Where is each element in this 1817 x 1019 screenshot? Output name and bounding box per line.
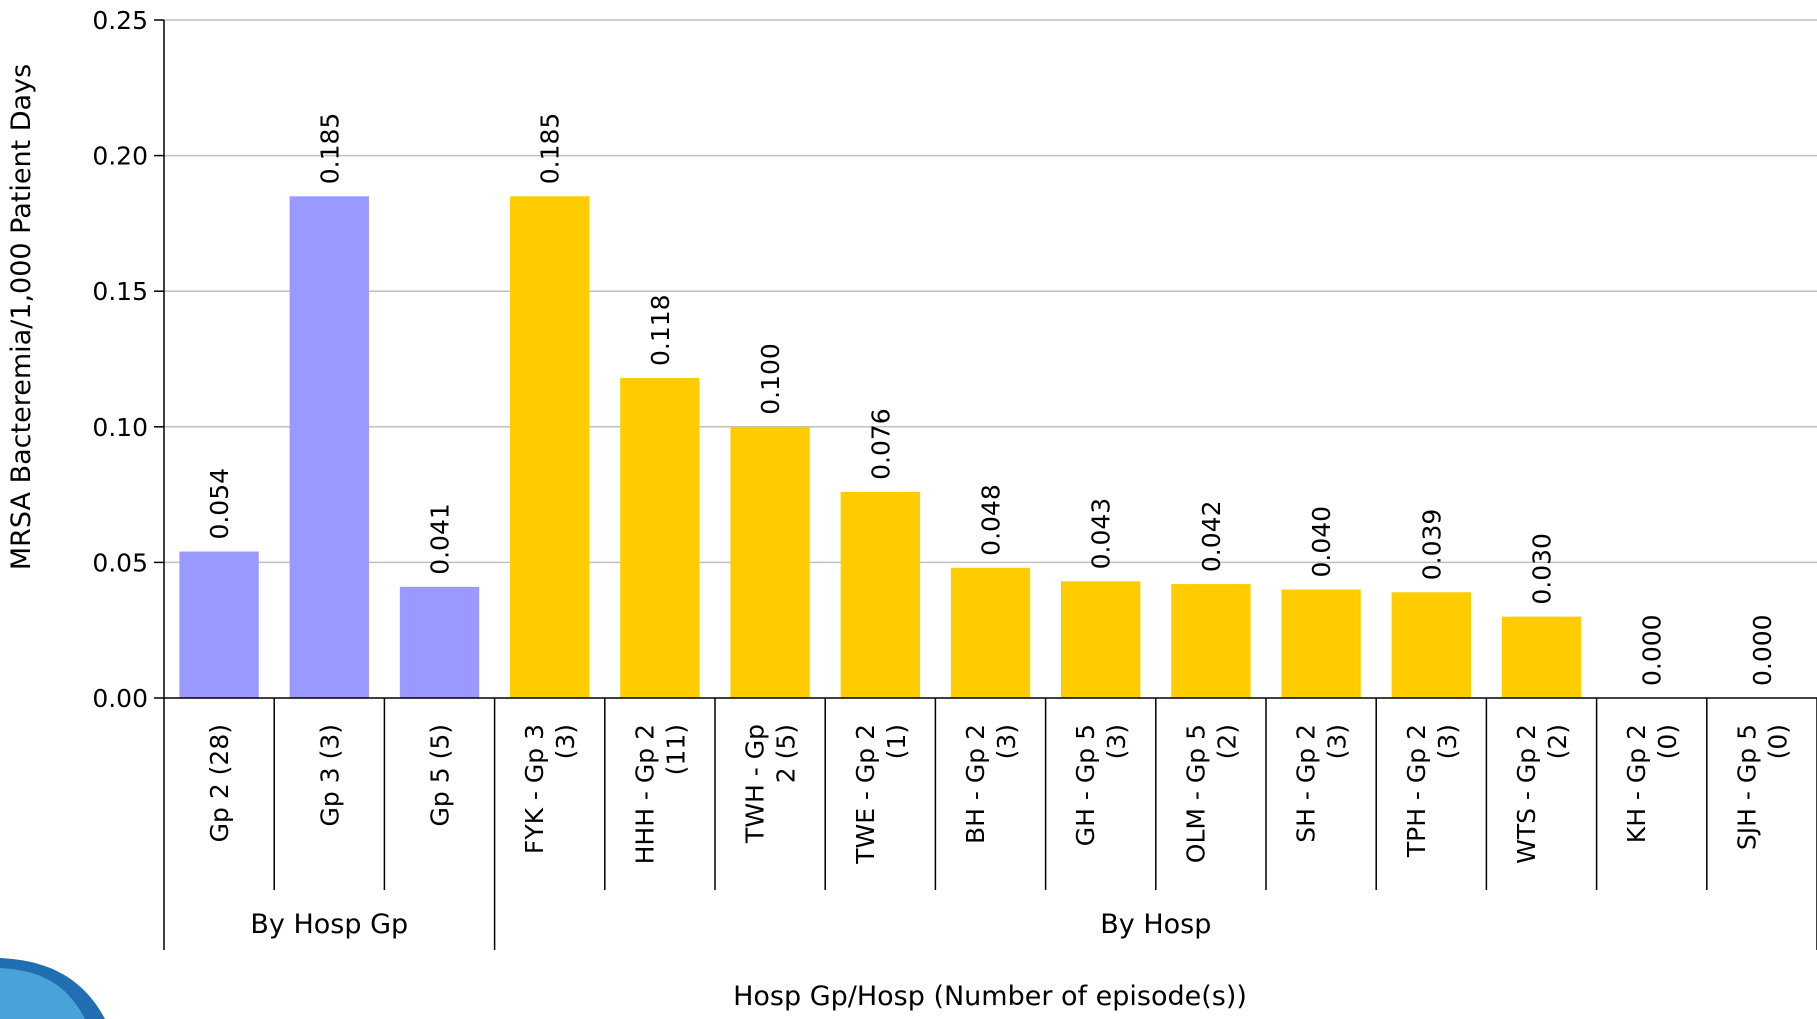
data-label: 0.185	[536, 113, 565, 185]
y-tick-label: 0.20	[92, 142, 148, 171]
data-label: 0.030	[1528, 533, 1557, 605]
category-label: (3)	[1102, 724, 1131, 759]
group-label: By Hosp	[1100, 909, 1211, 940]
bar	[620, 377, 700, 698]
bar	[950, 567, 1031, 698]
data-label: 0.118	[646, 294, 675, 366]
category-label: (2)	[1543, 724, 1572, 759]
data-label: 0.048	[977, 484, 1006, 556]
bar	[289, 196, 369, 698]
category-label: (3)	[1433, 724, 1462, 759]
data-label: 0.076	[866, 408, 895, 480]
category-label: OLM - Gp 5	[1181, 724, 1210, 863]
axes	[154, 19, 1817, 950]
category-label: TWH - Gp	[741, 724, 770, 844]
category-label: Gp 5 (5)	[426, 724, 455, 826]
corner-decoration-highlight	[0, 968, 85, 1019]
y-tick-label: 0.25	[92, 6, 148, 35]
bar	[179, 551, 259, 698]
category-label: Gp 3 (3)	[315, 724, 344, 826]
category-label: (3)	[1323, 724, 1352, 759]
bar	[399, 586, 480, 698]
category-label: BH - Gp 2	[961, 724, 990, 844]
category-label: (3)	[551, 724, 580, 759]
category-label: (0)	[1653, 724, 1682, 759]
category-label: TWE - Gp 2	[851, 724, 880, 865]
bars	[179, 196, 1582, 698]
data-label: 0.100	[756, 343, 785, 415]
category-label: WTS - Gp 2	[1512, 724, 1541, 864]
bar	[1061, 581, 1141, 698]
category-label: (2)	[1212, 724, 1241, 759]
category-label: SJH - Gp 5	[1732, 724, 1761, 850]
data-label: 0.054	[205, 468, 234, 540]
data-label: 0.000	[1748, 614, 1777, 686]
category-label: (3)	[992, 724, 1021, 759]
labels: 0.00 0.05 0.10 0.15 0.20 0.25 0.054 Gp 2 (28) 0.…	[92, 6, 1792, 940]
bar	[1281, 589, 1361, 698]
category-label: HHH - Gp 2	[630, 724, 659, 864]
category-label: GH - Gp 5	[1071, 724, 1100, 846]
category-label: (0)	[1763, 724, 1792, 759]
category-label: KH - Gp 2	[1622, 724, 1651, 843]
data-label: 0.042	[1197, 501, 1226, 573]
y-tick-label: 0.10	[92, 413, 148, 442]
data-label: 0.041	[426, 503, 455, 575]
category-label: (1)	[882, 724, 911, 759]
data-label: 0.039	[1417, 509, 1446, 581]
bar	[840, 491, 920, 698]
category-label: SH - Gp 2	[1292, 724, 1321, 843]
y-tick-label: 0.15	[92, 277, 148, 306]
bar	[1391, 592, 1471, 698]
data-label: 0.185	[315, 113, 344, 185]
data-label: 0.000	[1638, 614, 1667, 686]
category-label: FYK - Gp 3	[520, 724, 549, 854]
bar	[1501, 616, 1582, 698]
bar	[510, 196, 590, 698]
category-label: TPH - Gp 2	[1402, 724, 1431, 858]
bar	[730, 426, 810, 698]
category-label: 2 (5)	[772, 724, 801, 783]
category-label: Gp 2 (28)	[205, 724, 234, 842]
x-axis-title: Hosp Gp/Hosp (Number of episode(s))	[733, 981, 1247, 1012]
data-label: 0.040	[1307, 506, 1336, 578]
gridlines	[164, 19, 1817, 564]
y-tick-label: 0.05	[92, 548, 148, 577]
bar	[1171, 584, 1251, 698]
data-label: 0.043	[1087, 498, 1116, 570]
group-label: By Hosp Gp	[250, 909, 408, 940]
category-label: (11)	[661, 724, 690, 775]
y-axis-title: MRSA Bacteremia/1,000 Patient Days	[6, 64, 37, 570]
y-tick-label: 0.00	[92, 684, 148, 713]
